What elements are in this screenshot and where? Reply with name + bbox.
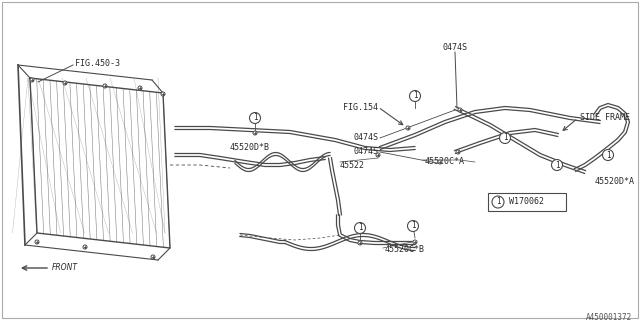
Circle shape xyxy=(456,150,460,154)
Text: A450001372: A450001372 xyxy=(586,313,632,320)
Text: 45522: 45522 xyxy=(340,161,365,170)
Circle shape xyxy=(458,108,462,112)
Text: 1: 1 xyxy=(555,161,559,170)
Text: 0474S: 0474S xyxy=(353,148,378,156)
Circle shape xyxy=(602,149,614,161)
Text: 1: 1 xyxy=(496,197,500,206)
Text: FRONT: FRONT xyxy=(52,263,78,273)
Circle shape xyxy=(63,81,67,85)
Text: W170062: W170062 xyxy=(509,197,544,206)
Circle shape xyxy=(408,220,419,231)
Circle shape xyxy=(250,113,260,124)
Circle shape xyxy=(376,153,380,157)
Circle shape xyxy=(103,84,107,88)
Circle shape xyxy=(552,159,563,171)
Bar xyxy=(488,193,566,211)
Text: 0474S: 0474S xyxy=(353,133,378,142)
Text: 1: 1 xyxy=(413,92,417,100)
Circle shape xyxy=(253,131,257,135)
Circle shape xyxy=(355,222,365,234)
Text: 45520D*B: 45520D*B xyxy=(230,143,270,153)
Circle shape xyxy=(358,241,362,245)
Circle shape xyxy=(30,78,34,82)
Circle shape xyxy=(438,160,442,164)
Circle shape xyxy=(499,132,511,143)
Text: FIG.154: FIG.154 xyxy=(343,102,378,111)
Text: 1: 1 xyxy=(502,133,508,142)
Text: 0474S: 0474S xyxy=(442,43,467,52)
Circle shape xyxy=(83,245,87,249)
Text: 45520C*A: 45520C*A xyxy=(425,157,465,166)
Circle shape xyxy=(413,240,417,244)
Circle shape xyxy=(138,86,142,90)
Text: 1: 1 xyxy=(358,223,362,233)
Text: 1: 1 xyxy=(605,150,611,159)
Circle shape xyxy=(151,255,155,259)
Text: SIDE FRAME: SIDE FRAME xyxy=(580,114,630,123)
Circle shape xyxy=(161,92,165,96)
Text: 1: 1 xyxy=(411,221,415,230)
Text: 45520C*B: 45520C*B xyxy=(385,245,425,254)
Circle shape xyxy=(410,91,420,101)
Text: 1: 1 xyxy=(253,114,257,123)
Circle shape xyxy=(492,196,504,208)
Circle shape xyxy=(35,240,39,244)
Text: FIG.450-3: FIG.450-3 xyxy=(75,59,120,68)
Circle shape xyxy=(406,126,410,130)
Text: 45520D*A: 45520D*A xyxy=(595,178,635,187)
